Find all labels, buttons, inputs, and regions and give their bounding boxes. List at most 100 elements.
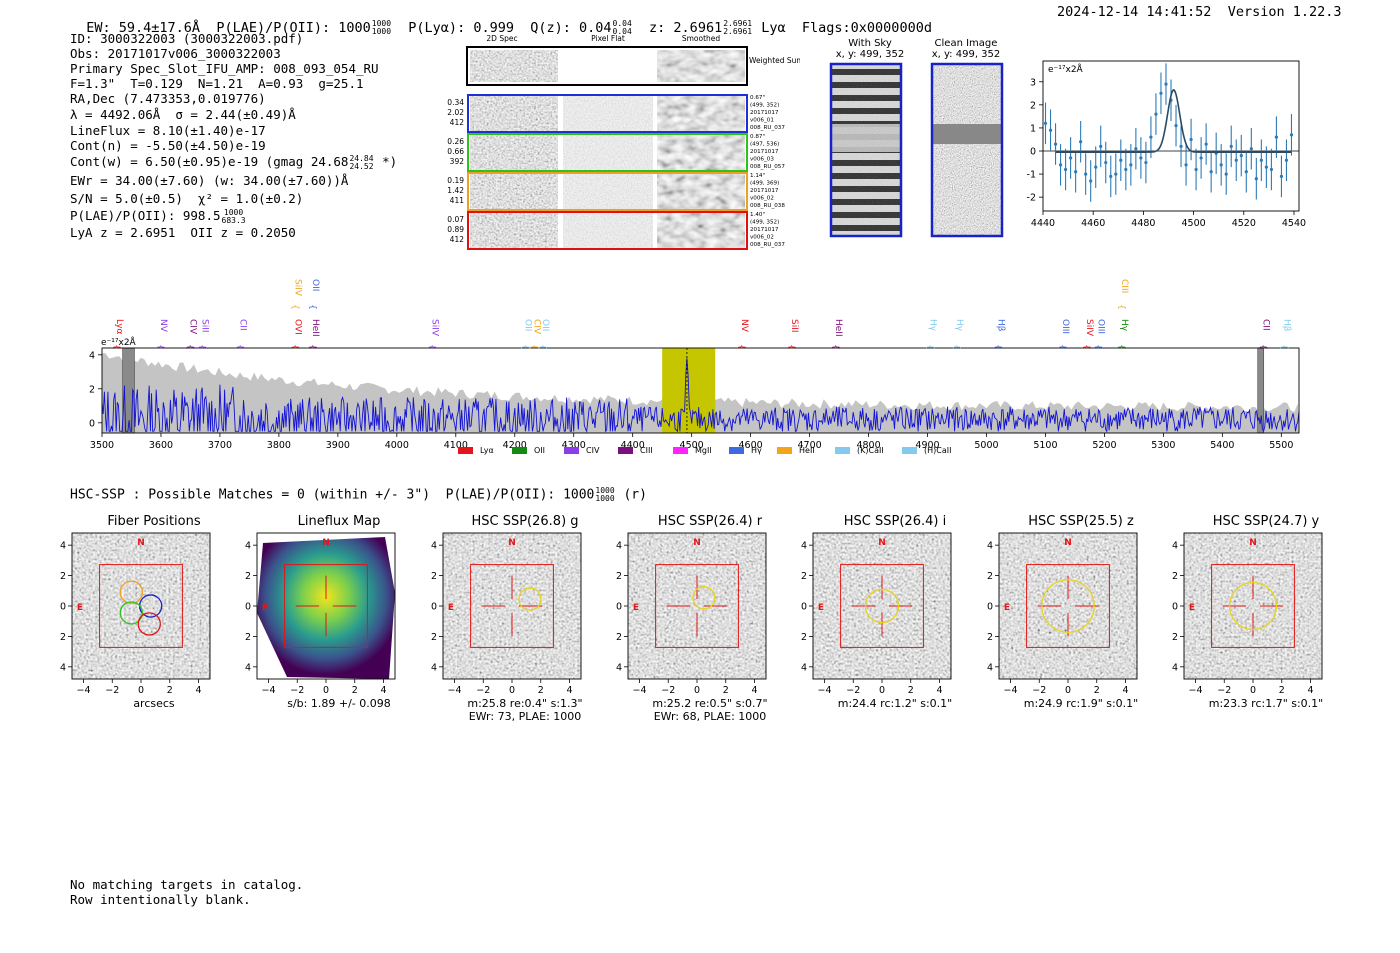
row-fiber-id: 008_RU_038 (750, 203, 785, 209)
footer-blank-row: Row intentionally blank. (70, 892, 251, 907)
legend-swatch (777, 447, 792, 454)
y-tick-label: 0 (60, 602, 66, 613)
cutout-title: Fiber Positions (107, 514, 201, 529)
aperture-box (99, 564, 183, 648)
data-point (1289, 133, 1294, 137)
data-point (1199, 156, 1203, 160)
data-point (1234, 158, 1238, 162)
data-point (1144, 160, 1148, 165)
with-sky-title: With Sky (848, 38, 892, 49)
line-label-bracket: { (1258, 344, 1268, 350)
x-tick-label: −2 (1032, 685, 1046, 696)
data-point (1074, 170, 1078, 174)
footer-no-match: No matching targets in catalog. (70, 877, 304, 892)
header-plae-lo: 1000 (371, 27, 392, 36)
header-ew: EW: 59.4±17.6Å (86, 20, 201, 36)
north-label: N (322, 538, 330, 548)
row-pixel-flat (563, 174, 653, 209)
row-fiber-stat: 0.66 (447, 147, 464, 156)
x-tick-label: 0 (138, 685, 144, 696)
spec2d-col-header: Smoothed (682, 34, 721, 43)
with-sky-coords: x, y: 499, 352 (835, 49, 905, 60)
data-point (1099, 144, 1103, 148)
line-label-bracket: { (235, 344, 245, 350)
header-z-line: Lyα (761, 20, 786, 36)
legend-swatch (673, 447, 688, 454)
line-label: CII (238, 319, 248, 331)
info-fiber-params: F=1.3" T=0.129 N=1.21 A=0.93 g=25.1 (70, 76, 364, 91)
info-primary-slot: Primary Spec_Slot_IFU_AMP: 008_093_054_R… (70, 61, 379, 76)
info-cont-w-end: *) (382, 154, 398, 169)
data-point (1048, 128, 1053, 132)
x-tick-label: 4200 (503, 440, 527, 451)
aperture-box (655, 564, 739, 648)
row-fiber-id: (497, 536) (750, 142, 779, 148)
x-tick-label: 0 (509, 685, 515, 696)
y-tick-label: −2 (1172, 632, 1178, 643)
x-tick-label: −2 (846, 685, 860, 696)
line-label-bracket: { (289, 304, 299, 310)
cutout-caption: m:23.3 rc:1.7" s:0.1" (1208, 697, 1324, 710)
east-label: E (77, 603, 83, 613)
x-tick-label: −4 (817, 685, 831, 696)
data-point (1069, 156, 1073, 160)
x-tick-label: 0 (694, 685, 700, 696)
y-tick-label: 2 (431, 571, 437, 582)
weighted-2d-cutout (470, 50, 558, 82)
legend-label: CIV (586, 446, 600, 455)
info-ewr: EWr = 34.00(±7.60) (w: 34.00(±7.60))Å (70, 173, 349, 188)
north-label: N (508, 538, 516, 548)
line-fit-zoom-chart: 4440 4460 4480 4500 4520 4540 -2 -1 0 1 2 3 e⁻¹⁷x2Å (1027, 60, 1306, 229)
north-label: N (878, 538, 886, 548)
cutout-image: N E −4 −4 −2 −2 0 0 2 2 4 4 (60, 532, 211, 696)
y-tick-label: 2 (616, 571, 622, 582)
x-tick-label: 0 (1250, 685, 1256, 696)
x-tick-label: 2 (167, 685, 173, 696)
line-label-bracket: { (925, 344, 935, 350)
data-point (1259, 158, 1263, 162)
legend-label: Hγ (751, 446, 762, 455)
weighted-label-text: Weighted Sum (749, 56, 800, 65)
header-qz-hi: 0.04 (612, 19, 632, 28)
x-tick-label: −2 (290, 685, 304, 696)
catalog-aperture (1041, 579, 1095, 633)
info-plae-lo: 683.3 (221, 215, 246, 225)
line-label: NV (739, 319, 749, 333)
x-tick-label: −4 (1003, 685, 1017, 696)
legend-swatch (564, 447, 579, 454)
line-label: OII (540, 319, 550, 331)
y-tick-label: 0 (801, 602, 807, 613)
data-point (1189, 137, 1193, 142)
line-label-bracket: { (1278, 344, 1288, 350)
catalog-aperture (1228, 581, 1278, 631)
row-fiber-stat: 1.42 (447, 186, 464, 195)
line-label-bracket: { (1057, 344, 1067, 350)
line-label: OII (522, 319, 532, 331)
data-point (1104, 160, 1108, 165)
header-qz: Q(z): 0.04 (530, 20, 612, 36)
cutout-caption-2: EWr: 68, PLAE: 1000 (653, 710, 767, 723)
y-tick-label: 4 (987, 541, 993, 552)
y-tick-label: 4 (245, 541, 251, 552)
line-label-bracket: { (992, 344, 1002, 350)
info-obs: Obs: 20171017v006_3000322003 (70, 46, 281, 61)
legend-swatch (729, 447, 744, 454)
header-z-lo: 2.6961 (723, 27, 753, 36)
legend-swatch (512, 447, 527, 454)
row-fiber-id: 008_RU_037 (750, 125, 785, 131)
x-tick-label: 2 (723, 685, 729, 696)
row-fiber-id: 008_RU_037 (750, 242, 785, 248)
y-tick-label: 3 (1030, 77, 1036, 88)
x-tick-label: 4 (1307, 685, 1313, 696)
row-fiber-id: 20171017 (750, 149, 779, 155)
weighted-label: Weighted Sum (749, 56, 800, 65)
data-point (1279, 174, 1284, 178)
x-tick-label: 4000 (385, 440, 409, 451)
y-tick-label: 4 (801, 541, 807, 552)
line-label-bracket: { (1116, 344, 1126, 350)
x-tick-label: 5200 (1092, 440, 1116, 451)
data-point (1269, 167, 1273, 172)
x-tick-label: 3700 (208, 440, 232, 451)
x-tick-label: 4500 (680, 440, 704, 451)
gaussian-fit (1055, 88, 1292, 153)
